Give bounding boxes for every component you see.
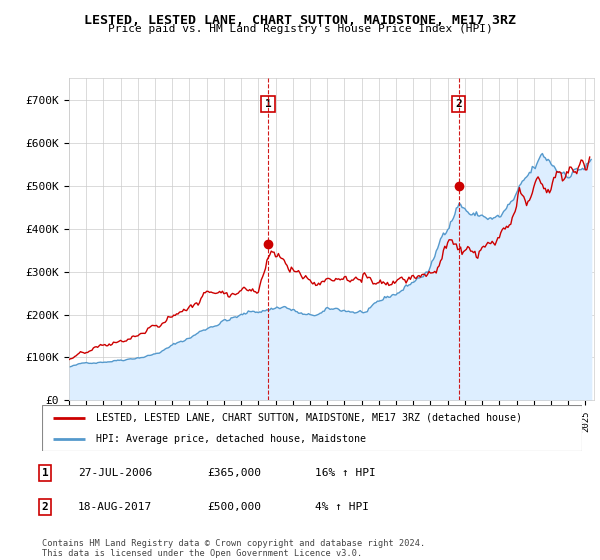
Text: 1: 1 [41, 468, 49, 478]
Text: LESTED, LESTED LANE, CHART SUTTON, MAIDSTONE, ME17 3RZ (detached house): LESTED, LESTED LANE, CHART SUTTON, MAIDS… [96, 413, 522, 423]
Text: LESTED, LESTED LANE, CHART SUTTON, MAIDSTONE, ME17 3RZ: LESTED, LESTED LANE, CHART SUTTON, MAIDS… [84, 14, 516, 27]
Text: Contains HM Land Registry data © Crown copyright and database right 2024.
This d: Contains HM Land Registry data © Crown c… [42, 539, 425, 558]
Text: 1: 1 [265, 99, 271, 109]
Text: Price paid vs. HM Land Registry's House Price Index (HPI): Price paid vs. HM Land Registry's House … [107, 24, 493, 34]
Text: £365,000: £365,000 [207, 468, 261, 478]
Text: 16% ↑ HPI: 16% ↑ HPI [315, 468, 376, 478]
Text: 2: 2 [455, 99, 462, 109]
Text: 4% ↑ HPI: 4% ↑ HPI [315, 502, 369, 512]
Text: 27-JUL-2006: 27-JUL-2006 [78, 468, 152, 478]
Text: 2: 2 [41, 502, 49, 512]
Text: HPI: Average price, detached house, Maidstone: HPI: Average price, detached house, Maid… [96, 435, 366, 444]
Text: 18-AUG-2017: 18-AUG-2017 [78, 502, 152, 512]
Text: £500,000: £500,000 [207, 502, 261, 512]
